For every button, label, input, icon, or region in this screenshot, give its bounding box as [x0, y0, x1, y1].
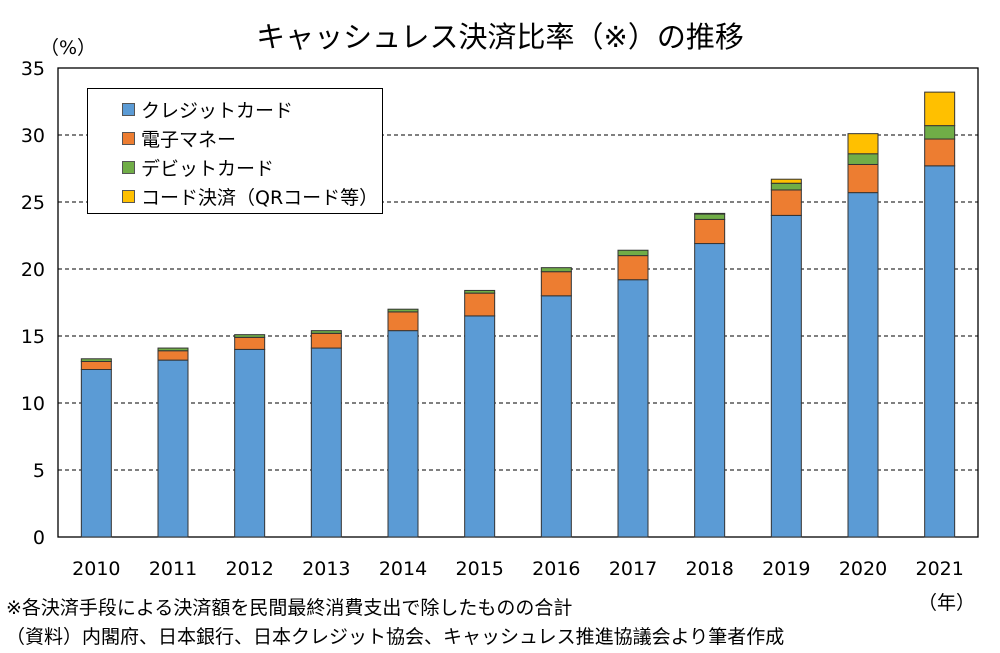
x-tick-label: 2014: [379, 558, 427, 580]
legend-label: デビットカード: [141, 158, 275, 180]
y-tick-label: 30: [21, 125, 45, 147]
bar-segment: [387, 311, 419, 332]
bar-segment: [770, 189, 802, 216]
x-tick-label: 2015: [455, 558, 503, 580]
bar-segment: [694, 243, 726, 538]
x-tick-label: 2016: [532, 558, 580, 580]
bar-segment: [847, 163, 879, 194]
x-tick-label: 2011: [149, 558, 197, 580]
legend: クレジットカード 電子マネーデビットカードコード決済（QRコード等）: [87, 88, 383, 214]
bar-segment: [617, 255, 649, 281]
x-tick-label: 2021: [915, 558, 963, 580]
bar-segment: [80, 360, 112, 370]
bar-segment: [924, 138, 956, 167]
bar-segment: [80, 369, 112, 538]
legend-swatch: [122, 161, 135, 174]
y-tick-label: 5: [33, 460, 45, 482]
bar-segment: [617, 249, 649, 257]
legend-swatch: [122, 103, 135, 116]
bar-segment: [464, 292, 496, 317]
bar-segment: [157, 347, 189, 352]
bar-segment: [387, 330, 419, 538]
bar-segment: [234, 348, 266, 538]
bar-segment: [234, 336, 266, 350]
x-tick-label: 2013: [302, 558, 350, 580]
bar-segment: [924, 91, 956, 127]
legend-item: コード決済（QRコード等）: [122, 182, 382, 211]
legend-label: 電子マネー: [141, 129, 237, 151]
legend-label: コード決済（QRコード等）: [141, 187, 379, 209]
bar-segment: [310, 330, 342, 334]
legend-swatch: [122, 132, 135, 145]
y-tick-label: 35: [21, 58, 45, 80]
legend-item: デビットカード: [122, 153, 382, 182]
y-axis-unit-label: （%）: [40, 37, 97, 59]
y-tick-label: 25: [21, 192, 45, 214]
bar-segment: [464, 315, 496, 538]
footnote-note: ※各決済手段による決済額を民間最終消費支出で除したものの合計: [6, 597, 573, 619]
bar-segment: [80, 358, 112, 362]
bar-segment: [924, 125, 956, 140]
y-tick-label: 10: [21, 393, 45, 415]
footnote-source: （資料）内閣府、日本銀行、日本クレジット協会、キャッシュレス推進協議会より筆者作…: [6, 626, 785, 648]
bar-segment: [847, 153, 879, 165]
x-tick-label: 2019: [762, 558, 810, 580]
bar-segment: [540, 267, 572, 273]
bar-segment: [464, 289, 496, 294]
bar-segment: [924, 165, 956, 538]
legend-item: クレジットカード: [122, 95, 382, 124]
bar-segment: [310, 347, 342, 538]
legend-item: 電子マネー: [122, 124, 382, 153]
bar-segment: [387, 308, 419, 313]
bar-segment: [617, 279, 649, 538]
legend-label: クレジットカード: [141, 100, 294, 122]
bar-segment: [310, 332, 342, 349]
bar-segment: [847, 133, 879, 155]
bar-segment: [234, 334, 266, 338]
bar-segment: [540, 271, 572, 297]
x-tick-label: 2020: [839, 558, 887, 580]
bar-segment: [694, 212, 726, 215]
bar-segment: [694, 218, 726, 245]
plot-frame: [57, 67, 979, 538]
x-tick-label: 2012: [225, 558, 273, 580]
bar-segment: [540, 295, 572, 538]
bar-segment: [847, 192, 879, 538]
legend-swatch: [122, 190, 135, 203]
x-axis-unit-label: （年）: [918, 592, 976, 614]
bar-segment: [770, 178, 802, 184]
bar-segment: [770, 182, 802, 191]
chart-title: キャッシュレス決済比率（※）の推移: [256, 20, 744, 54]
bar-segment: [157, 359, 189, 538]
x-tick-label: 2010: [72, 558, 120, 580]
y-tick-label: 0: [33, 527, 45, 549]
x-tick-label: 2018: [685, 558, 733, 580]
y-tick-label: 15: [21, 326, 45, 348]
bar-segment: [770, 214, 802, 538]
bar-segment: [694, 213, 726, 220]
y-tick-label: 20: [21, 259, 45, 281]
x-tick-label: 2017: [609, 558, 657, 580]
bar-segment: [157, 350, 189, 361]
